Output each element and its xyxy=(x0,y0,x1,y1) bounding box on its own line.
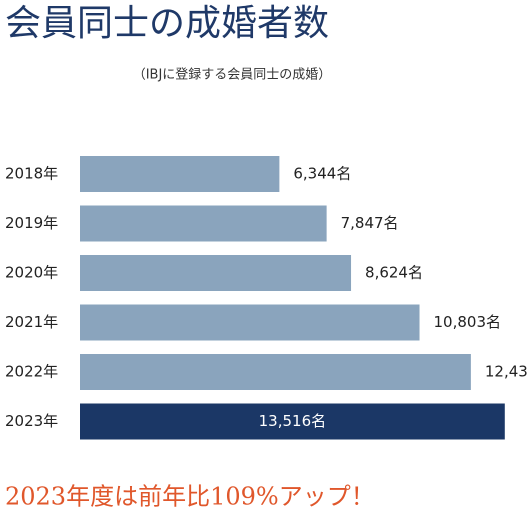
value-label: 13,516名 xyxy=(259,412,327,430)
chart-title: 会員同士の成婚者数 xyxy=(5,3,329,44)
value-label: 7,847名 xyxy=(341,214,399,232)
y-tick-label: 2018年 xyxy=(5,165,58,183)
value-label: 10,803名 xyxy=(434,313,502,331)
chart-subtitle: （IBJに登録する会員同士の成婚） xyxy=(133,68,332,83)
value-label: 12,437名 xyxy=(485,363,529,381)
y-tick-label: 2023年 xyxy=(5,412,58,430)
value-label: 6,344名 xyxy=(293,165,351,183)
bar xyxy=(80,156,280,192)
annotation: 2023年度は前年比109%アップ！ xyxy=(5,483,375,511)
bar xyxy=(80,205,327,242)
y-tick-label: 2019年 xyxy=(5,214,58,232)
bar xyxy=(80,255,352,291)
value-label: 8,624名 xyxy=(365,264,423,282)
y-tick-label: 2020年 xyxy=(5,264,58,282)
y-tick-label: 2021年 xyxy=(5,313,58,331)
bar xyxy=(80,354,471,390)
y-tick-label: 2022年 xyxy=(5,363,58,381)
bar xyxy=(80,304,420,341)
bar xyxy=(80,403,505,440)
